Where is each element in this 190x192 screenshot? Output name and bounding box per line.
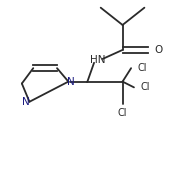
Text: N: N xyxy=(22,97,29,107)
Text: Cl: Cl xyxy=(118,108,127,118)
Text: HN: HN xyxy=(90,55,106,65)
Text: N: N xyxy=(67,77,75,87)
Text: Cl: Cl xyxy=(138,63,147,73)
Text: O: O xyxy=(155,45,163,55)
Text: Cl: Cl xyxy=(141,82,150,92)
